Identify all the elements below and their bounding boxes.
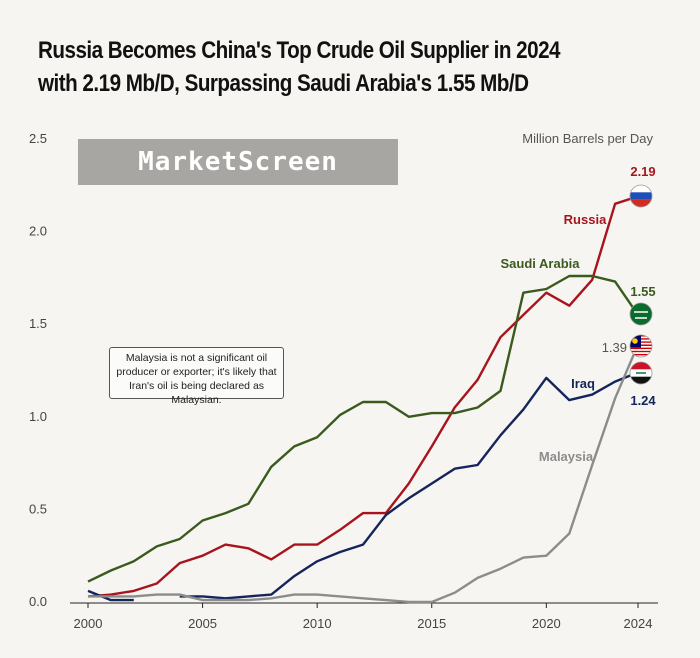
x-tick-label: 2000	[74, 616, 103, 631]
y-tick-label: 1.0	[29, 409, 47, 424]
iraq-flag-icon	[629, 361, 653, 385]
iraq-line	[87, 371, 639, 602]
x-tick-label: 2010	[303, 616, 332, 631]
saudi-arabia-series-label: Saudi Arabia	[501, 256, 581, 271]
malaysia-line	[88, 344, 640, 604]
malaysia-flag-icon	[629, 334, 653, 358]
y-tick-label: 2.5	[29, 131, 47, 146]
russia-series-label: Russia	[564, 212, 607, 227]
x-tick-label: 2020	[532, 616, 561, 631]
malaysia-end-value: 1.39	[602, 340, 627, 355]
iraq-end-value: 1.24	[630, 393, 656, 408]
chart-title-line-2: with 2.19 Mb/D, Surpassing Saudi Arabia'…	[38, 70, 529, 97]
y-tick-label: 1.5	[29, 316, 47, 331]
y-tick-label: 2.0	[29, 224, 47, 239]
saudi-arabia-line	[87, 274, 639, 583]
saudi-flag-icon	[629, 302, 653, 326]
chart-title: Russia Becomes China's Top Crude Oil Sup…	[38, 34, 588, 100]
marketscreen-watermark: MarketScreen	[78, 139, 398, 185]
russia-end-value: 2.19	[630, 164, 655, 179]
chart-title-line-1: Russia Becomes China's Top Crude Oil Sup…	[38, 37, 561, 64]
y-tick-label: 0.5	[29, 501, 47, 516]
russia-flag-icon	[629, 184, 653, 208]
y-axis-label: Million Barrels per Day	[522, 131, 653, 146]
malaysia-series-label: Malaysia	[539, 449, 594, 464]
russia-line	[87, 195, 639, 598]
iraq-series-label: Iraq	[571, 376, 595, 391]
x-tick-label: 2024	[624, 616, 653, 631]
x-tick-label: 2015	[417, 616, 446, 631]
saudi-arabia-end-value: 1.55	[630, 284, 655, 299]
y-tick-label: 0.0	[29, 594, 47, 609]
x-tick-label: 2005	[188, 616, 217, 631]
malaysia-annotation: Malaysia is not a significant oil produc…	[109, 347, 284, 406]
